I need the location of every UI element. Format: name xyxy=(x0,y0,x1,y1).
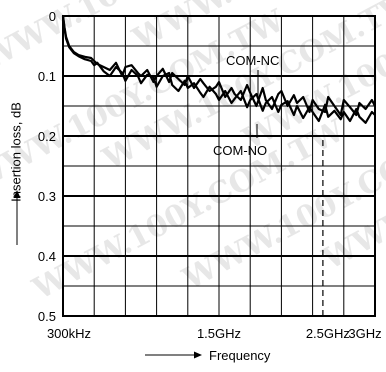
annotation-com-no: COM-NO xyxy=(213,143,267,158)
x-axis-arrowhead xyxy=(194,351,202,359)
y-tick-label: 0.1 xyxy=(38,69,56,84)
annotation-com-nc: COM-NC xyxy=(226,53,279,68)
x-tick-label: 300kHz xyxy=(47,326,91,341)
y-axis-arrowhead xyxy=(13,190,21,198)
x-axis-title: Frequency xyxy=(209,348,271,363)
x-tick-label: 3GHz xyxy=(348,326,381,341)
y-tick-labels: 0 0.1 0.2 0.3 0.4 0.5 xyxy=(38,9,56,324)
series-line-com-no xyxy=(61,15,376,124)
y-axis-title-group: Insertion loss, dB xyxy=(8,102,23,202)
data-series xyxy=(61,15,376,124)
plot-frame xyxy=(62,15,376,317)
y-tick-label: 0 xyxy=(49,9,56,24)
x-tick-label: 1.5GHz xyxy=(197,326,241,341)
y-tick-label: 0.5 xyxy=(38,309,56,324)
y-axis-title: Insertion loss, dB xyxy=(8,102,23,202)
y-tick-label: 0.3 xyxy=(38,189,56,204)
x-tick-label: 2.5GHz xyxy=(306,326,350,341)
y-tick-label: 0.4 xyxy=(38,249,56,264)
y-tick-label: 0.2 xyxy=(38,129,56,144)
